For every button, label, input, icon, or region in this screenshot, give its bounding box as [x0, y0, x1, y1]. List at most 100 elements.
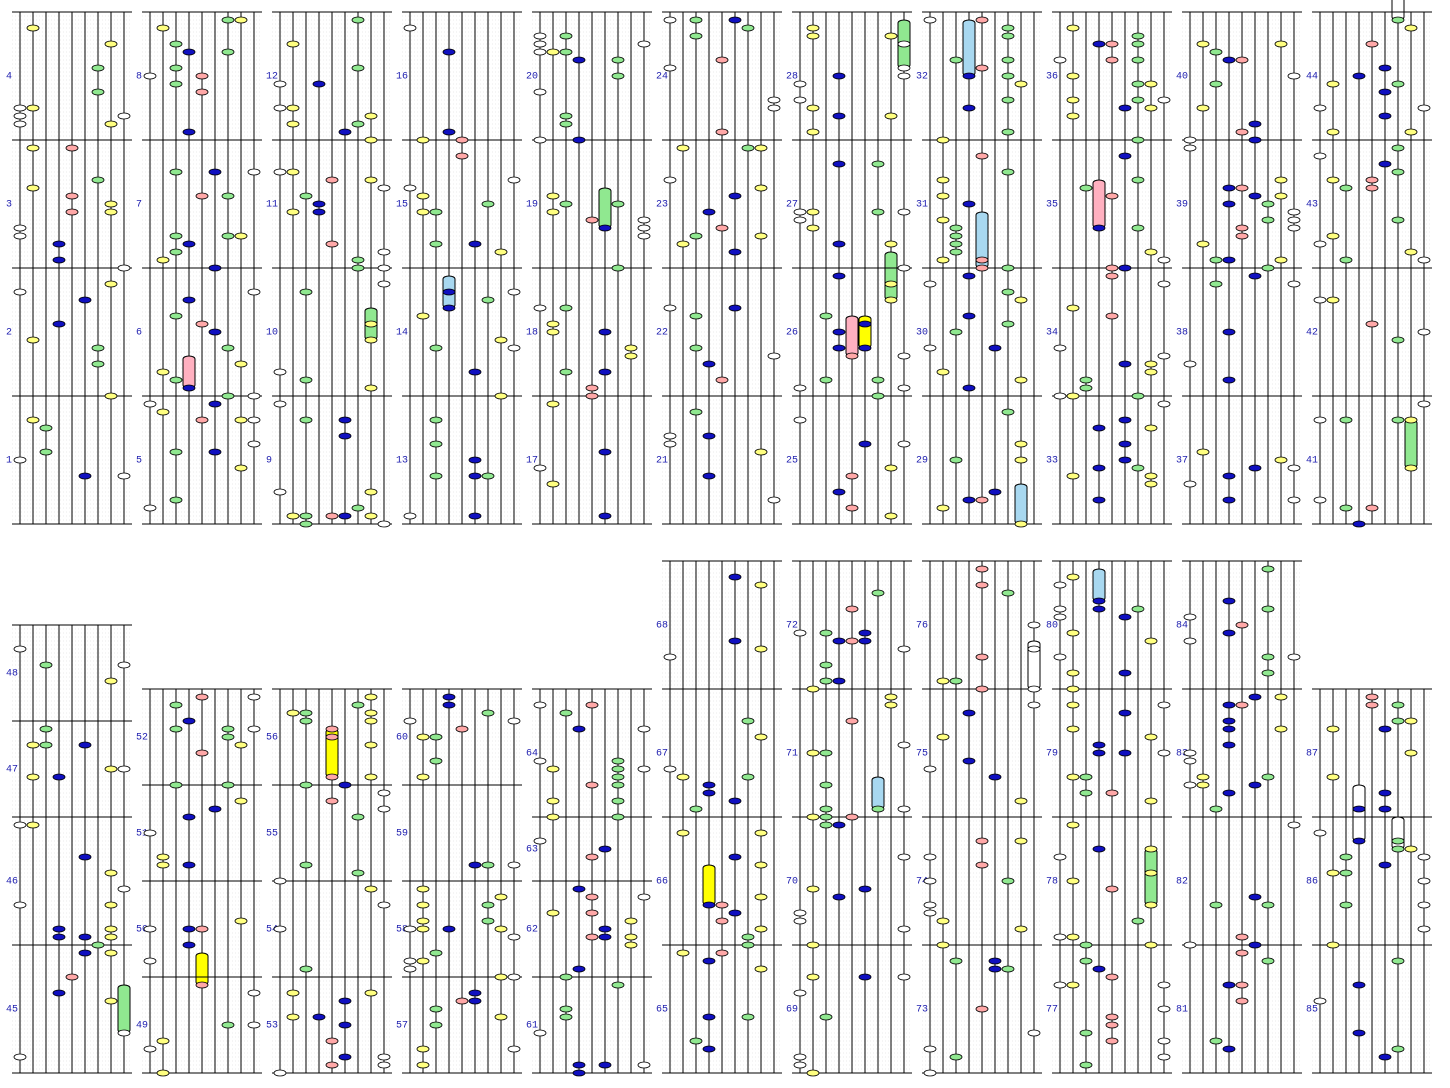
note [767, 96, 781, 104]
note [702, 360, 716, 368]
note [975, 685, 989, 693]
note [637, 725, 651, 733]
note [455, 725, 469, 733]
note [429, 757, 443, 765]
note [533, 40, 547, 48]
note [221, 344, 235, 352]
note [1352, 1029, 1366, 1037]
note [1001, 168, 1015, 176]
note [1092, 605, 1106, 613]
note [1391, 701, 1405, 709]
note [1001, 965, 1015, 973]
measure-number: 70 [786, 877, 798, 888]
note [1157, 352, 1171, 360]
note [104, 997, 118, 1005]
note [858, 973, 872, 981]
note [559, 112, 573, 120]
note [1105, 789, 1119, 797]
note [364, 773, 378, 781]
note [793, 1053, 807, 1061]
note [793, 384, 807, 392]
note [676, 240, 690, 248]
note [273, 80, 287, 88]
note [611, 200, 625, 208]
note [754, 448, 768, 456]
note [208, 328, 222, 336]
note [182, 240, 196, 248]
measure-number: 8 [136, 72, 142, 83]
note [546, 400, 560, 408]
note [1274, 725, 1288, 733]
note [312, 80, 326, 88]
note [559, 709, 573, 717]
note [169, 448, 183, 456]
note [247, 725, 261, 733]
note [169, 496, 183, 504]
note [468, 989, 482, 997]
measure-number: 31 [916, 200, 928, 211]
note [1066, 773, 1080, 781]
note [429, 416, 443, 424]
note [1183, 637, 1197, 645]
note [832, 821, 846, 829]
measure-number: 56 [266, 733, 278, 744]
note [1001, 96, 1015, 104]
note [546, 480, 560, 488]
note [871, 392, 885, 400]
note [1248, 464, 1262, 472]
note [338, 781, 352, 789]
note [754, 733, 768, 741]
note [403, 717, 417, 725]
note [806, 749, 820, 757]
note [39, 661, 53, 669]
note [1118, 749, 1132, 757]
note [1222, 376, 1236, 384]
note [962, 272, 976, 280]
measure-number: 51 [136, 829, 148, 840]
note [1365, 176, 1379, 184]
note [988, 957, 1002, 965]
measure-number: 11 [266, 200, 278, 211]
note [13, 104, 27, 112]
note [598, 368, 612, 376]
note [741, 773, 755, 781]
note [416, 312, 430, 320]
note [104, 765, 118, 773]
note [1261, 669, 1275, 677]
note [91, 64, 105, 72]
note [754, 581, 768, 589]
note [1079, 1061, 1093, 1069]
note [1261, 216, 1275, 224]
note [403, 957, 417, 965]
note [572, 136, 586, 144]
note [663, 304, 677, 312]
note [884, 701, 898, 709]
note [221, 1021, 235, 1029]
note [1053, 613, 1067, 621]
note [1235, 949, 1249, 957]
note [1131, 224, 1145, 232]
measure-number: 75 [916, 749, 928, 760]
note [312, 200, 326, 208]
note [286, 1013, 300, 1021]
note [299, 717, 313, 725]
note [1378, 88, 1392, 96]
note [221, 16, 235, 24]
note [845, 605, 859, 613]
measure-number: 49 [136, 1021, 148, 1032]
note [1248, 941, 1262, 949]
note [819, 805, 833, 813]
note [1378, 112, 1392, 120]
note [416, 917, 430, 925]
measure-number: 67 [656, 749, 668, 760]
measure-number: 69 [786, 1005, 798, 1016]
note [1391, 168, 1405, 176]
note [702, 208, 716, 216]
note [117, 264, 131, 272]
note [546, 797, 560, 805]
note [377, 280, 391, 288]
note [689, 32, 703, 40]
note [234, 741, 248, 749]
long-note [117, 984, 131, 1034]
note [793, 909, 807, 917]
